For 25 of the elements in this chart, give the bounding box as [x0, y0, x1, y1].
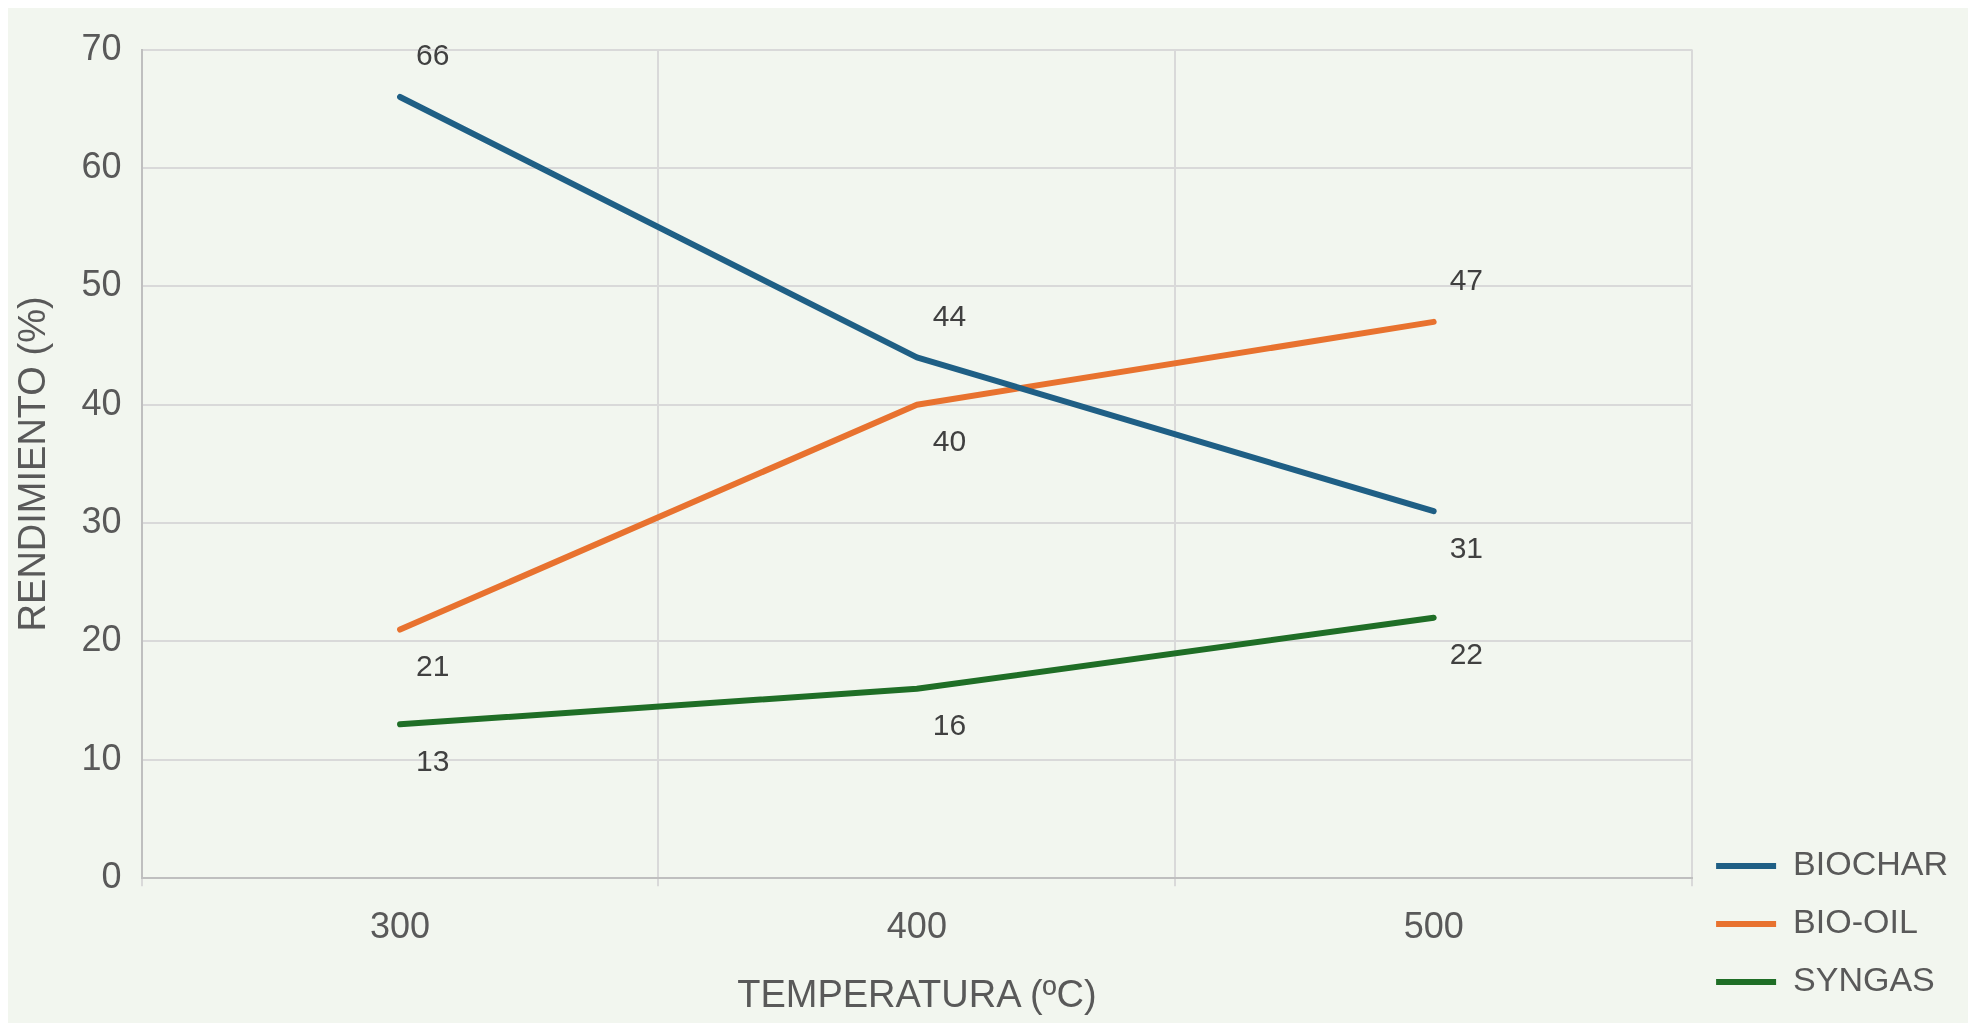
y-tick-label: 10 — [81, 736, 122, 778]
y-axis-title: RENDIMIENTO (%) — [11, 296, 54, 632]
data-label: 40 — [932, 423, 967, 457]
legend-label: BIOCHAR — [1793, 844, 1949, 883]
data-label: 21 — [416, 648, 450, 682]
y-tick-label: 30 — [81, 500, 122, 542]
x-tick-label: 500 — [1403, 904, 1464, 946]
data-label: 44 — [932, 298, 967, 332]
y-tick-label: 20 — [81, 618, 122, 660]
y-tick-label: 40 — [81, 381, 122, 423]
y-tick-label: 70 — [81, 26, 122, 68]
data-label: 16 — [932, 708, 967, 742]
data-label: 22 — [1449, 637, 1484, 671]
data-label: 31 — [1449, 530, 1484, 564]
y-tick-label: 50 — [81, 263, 122, 305]
data-label: 13 — [416, 743, 450, 777]
x-tick-label: 400 — [886, 904, 947, 946]
legend-label: SYNGAS — [1793, 960, 1935, 999]
x-axis-title: TEMPERATURA (ºC) — [737, 972, 1097, 1015]
y-tick-label: 0 — [101, 855, 122, 897]
data-label: 66 — [416, 38, 450, 72]
data-label: 47 — [1449, 263, 1484, 297]
legend-label: BIO-OIL — [1793, 902, 1918, 941]
y-tick-label: 60 — [81, 144, 122, 186]
x-tick-label: 300 — [370, 904, 431, 946]
